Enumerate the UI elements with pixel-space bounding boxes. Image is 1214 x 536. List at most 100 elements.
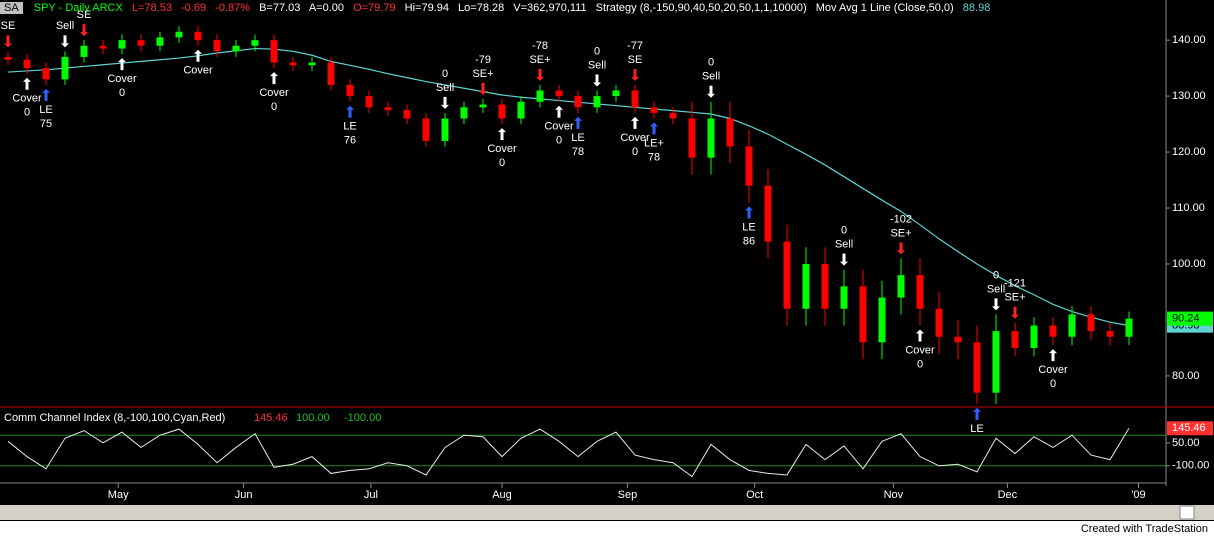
candle-body bbox=[289, 62, 297, 66]
signal-label: Sell bbox=[56, 20, 74, 32]
candle-body bbox=[1068, 314, 1076, 337]
candle-body bbox=[574, 96, 582, 108]
moving-average bbox=[7, 47, 1130, 327]
candle-body bbox=[878, 297, 886, 343]
x-tick-label: May bbox=[108, 489, 129, 501]
signal-arrow-head bbox=[346, 105, 354, 110]
signal-label: Sell bbox=[588, 59, 606, 71]
candle-body bbox=[707, 118, 715, 158]
scroll-thumb[interactable] bbox=[1179, 505, 1195, 520]
signal-arrow-head bbox=[897, 250, 905, 255]
signal-qty: -102 bbox=[890, 213, 912, 225]
y-tick-label: 130.00 bbox=[1172, 90, 1206, 102]
ma-value: 88.98 bbox=[962, 2, 991, 14]
last: L=78.53 bbox=[131, 2, 172, 14]
bid: B=77.03 bbox=[259, 2, 301, 14]
x-tick-label: Oct bbox=[746, 489, 763, 501]
candle-body bbox=[23, 59, 31, 69]
signal-label: LE bbox=[970, 423, 983, 435]
signal-arrow-head bbox=[479, 90, 487, 95]
candle-body bbox=[137, 40, 145, 46]
signal-arrow-head bbox=[973, 407, 981, 412]
candle-body bbox=[80, 45, 88, 57]
candle-body bbox=[403, 110, 411, 119]
candle-body bbox=[612, 90, 620, 97]
candle-body bbox=[764, 185, 772, 242]
signal-label: Sell bbox=[436, 82, 454, 94]
signal-arrow-head bbox=[707, 93, 715, 98]
candle-body bbox=[327, 62, 335, 85]
signal-qty: 0 bbox=[594, 45, 600, 57]
signal-arrow-head bbox=[631, 76, 639, 81]
signal-label: Cover bbox=[12, 93, 42, 105]
candle-body bbox=[61, 56, 69, 80]
signal-qty: -78 bbox=[532, 40, 548, 52]
signal-arrow-head bbox=[194, 49, 202, 54]
candle-body bbox=[1049, 325, 1057, 337]
candle-body bbox=[384, 107, 392, 111]
signal-qty: -79 bbox=[475, 54, 491, 66]
y-tick-label: 110.00 bbox=[1172, 202, 1205, 214]
signal-label: SE+ bbox=[472, 68, 493, 80]
signal-arrow-head bbox=[840, 261, 848, 266]
candle-body bbox=[840, 286, 848, 309]
signal-qty: 78 bbox=[648, 151, 660, 163]
signal-label: SE+ bbox=[890, 227, 911, 239]
cci-line bbox=[7, 428, 1130, 478]
candle-body bbox=[726, 118, 734, 147]
candle-body bbox=[859, 286, 867, 343]
signal-label: Cover bbox=[544, 121, 574, 133]
signal-label: SE bbox=[628, 54, 643, 66]
change: -0.69 bbox=[181, 2, 207, 14]
candle-body bbox=[669, 112, 677, 119]
candle-body bbox=[346, 84, 354, 97]
candle-body bbox=[270, 40, 278, 63]
x-tick-label: Nov bbox=[884, 489, 904, 501]
x-tick-label: Jun bbox=[235, 489, 253, 501]
cci-title: Comm Channel Index (8,-100,100,Cyan,Red) bbox=[4, 412, 225, 424]
candle-body bbox=[498, 104, 506, 119]
x-tick-label: Jul bbox=[364, 489, 378, 501]
candle-body bbox=[802, 263, 810, 309]
cci-last: 145.46 bbox=[254, 412, 288, 424]
level-label: -100.00 bbox=[344, 412, 381, 424]
candle-body bbox=[517, 101, 525, 119]
level-label: 100.00 bbox=[296, 412, 330, 424]
signal-arrow-head bbox=[555, 105, 563, 110]
candle-body bbox=[916, 275, 924, 309]
signal-qty: 0 bbox=[632, 146, 638, 158]
y-tick-label: 100.00 bbox=[1172, 258, 1206, 270]
footer: Created with TradeStation bbox=[1080, 523, 1208, 535]
signal-arrow-head bbox=[650, 122, 658, 127]
candle-body bbox=[441, 118, 449, 141]
signal-qty: 0 bbox=[499, 157, 505, 169]
signal-arrow-head bbox=[498, 128, 506, 133]
candle-body bbox=[745, 146, 753, 186]
signal-label: Cover bbox=[259, 87, 289, 99]
candle-body bbox=[422, 118, 430, 141]
y-tick-label: 120.00 bbox=[1172, 146, 1206, 158]
candle-body bbox=[194, 31, 202, 41]
candle-body bbox=[688, 118, 696, 158]
signal-qty: 0 bbox=[442, 68, 448, 80]
candle-body bbox=[251, 40, 259, 46]
strategy: Strategy (8,-150,90,40,50,20,50,1,1,1000… bbox=[595, 2, 807, 14]
change-pct: -0.87% bbox=[215, 2, 251, 14]
signal-qty: -77 bbox=[627, 40, 643, 52]
signal-label: LE+ bbox=[644, 137, 664, 149]
low: Lo=78.28 bbox=[458, 2, 505, 14]
candle-body bbox=[1030, 325, 1038, 348]
signal-arrow-head bbox=[574, 116, 582, 121]
candle-body bbox=[4, 56, 12, 60]
scrollbar[interactable] bbox=[0, 505, 1214, 520]
signal-label: SE+ bbox=[1004, 292, 1025, 304]
candle-body bbox=[213, 40, 221, 52]
volume: V=362,970,111 bbox=[513, 2, 587, 14]
candle-body bbox=[232, 45, 240, 52]
candle-body bbox=[308, 62, 316, 66]
signal-label: Cover bbox=[1038, 364, 1068, 376]
signal-label: Cover bbox=[183, 65, 213, 77]
signal-arrow-head bbox=[80, 32, 88, 37]
signal-arrow-head bbox=[745, 206, 753, 211]
